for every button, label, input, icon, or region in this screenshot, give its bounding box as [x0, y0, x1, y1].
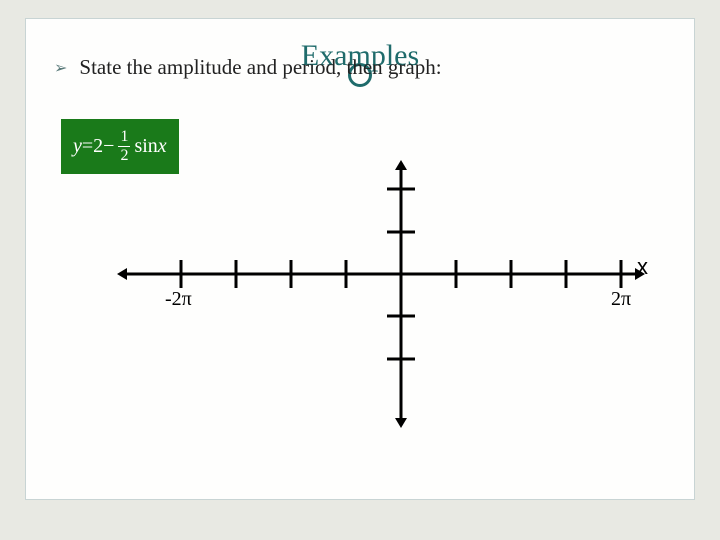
tick-label-neg2pi: -2π — [165, 288, 192, 311]
eq-frac-num: 1 — [118, 129, 130, 145]
eq-lhs: y — [73, 135, 82, 158]
slide-canvas: Examples ➢ State the amplitude and perio… — [25, 18, 695, 500]
bullet-line: ➢ State the amplitude and period, then g… — [54, 55, 442, 80]
bullet-marker-icon: ➢ — [54, 58, 67, 78]
graph-region: x -2π 2π — [111, 154, 651, 434]
eq-equals: = — [82, 135, 93, 158]
tick-label-2pi: 2π — [611, 288, 631, 311]
coordinate-axes — [111, 154, 651, 434]
x-axis-label: x — [637, 254, 648, 280]
eq-const: 2 — [93, 135, 103, 158]
bullet-text: State the amplitude and period, then gra… — [79, 55, 441, 80]
